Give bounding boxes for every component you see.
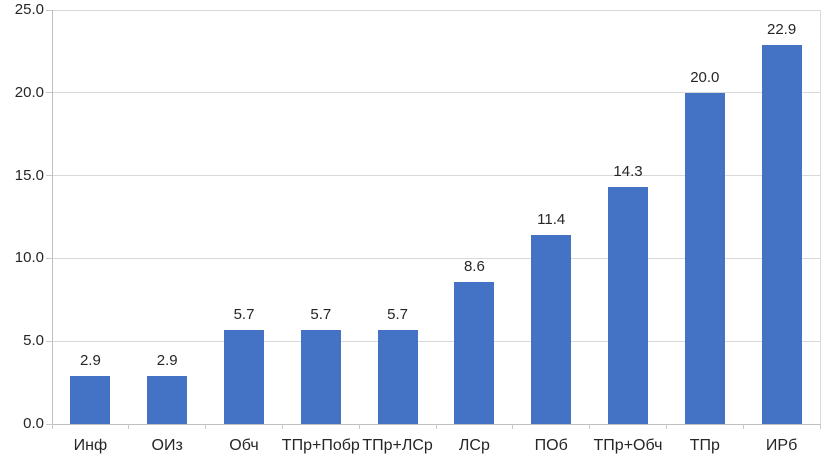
x-axis-tick xyxy=(665,424,667,429)
x-axis-label: ЛСр xyxy=(458,437,490,454)
bar xyxy=(300,330,341,424)
x-axis-label: ОИз xyxy=(151,437,183,454)
x-axis-tick xyxy=(589,424,591,429)
y-axis-label: 15.0 xyxy=(14,166,44,184)
x-axis-tick xyxy=(742,424,744,429)
y-axis-tick xyxy=(46,257,52,259)
bar-value-label: 5.7 xyxy=(387,306,409,323)
bar xyxy=(147,376,188,424)
bar-value-label: 2.9 xyxy=(156,352,178,369)
bar-value-label: 22.9 xyxy=(766,21,797,38)
y-axis-tick xyxy=(46,92,52,94)
y-axis-label: 25.0 xyxy=(14,1,44,18)
x-axis-tick xyxy=(205,424,207,429)
x-axis-tick xyxy=(281,424,283,429)
x-axis-label: ТПр+ЛСр xyxy=(362,437,433,454)
x-axis-label: Обч xyxy=(229,437,259,454)
y-axis-line xyxy=(52,10,53,424)
x-axis-tick xyxy=(435,424,437,429)
x-axis-tick xyxy=(512,424,514,429)
x-axis-label: ТПр xyxy=(689,437,720,454)
bar xyxy=(70,376,111,424)
bar-value-label: 2.9 xyxy=(79,352,101,369)
x-axis-label: ТПр+Обч xyxy=(593,437,663,454)
x-axis-line xyxy=(52,424,821,425)
bar-value-label: 14.3 xyxy=(613,163,643,180)
bar-value-label: 20.0 xyxy=(690,69,720,86)
y-axis-tick xyxy=(46,9,52,11)
y-axis-label: 0.0 xyxy=(23,415,44,432)
bar xyxy=(377,330,418,424)
x-axis-label: ТПр+Побр xyxy=(281,437,360,454)
x-axis-label: Инф xyxy=(73,437,108,454)
bar-value-label: 5.7 xyxy=(233,306,255,323)
x-axis-tick xyxy=(819,424,821,429)
bar xyxy=(684,93,725,424)
x-axis-label: ИРб xyxy=(765,437,798,454)
bar-value-label: 8.6 xyxy=(463,258,485,275)
y-axis-tick xyxy=(46,423,52,425)
x-axis-tick xyxy=(51,424,53,429)
x-axis-tick xyxy=(128,424,130,429)
bar xyxy=(224,330,264,424)
bar xyxy=(761,45,802,424)
bar xyxy=(454,282,495,424)
plot-border-right xyxy=(820,10,821,424)
y-axis-tick xyxy=(46,175,52,177)
bar xyxy=(531,235,572,424)
y-axis-tick xyxy=(46,340,52,342)
bar-value-label: 5.7 xyxy=(310,306,332,323)
y-axis-label: 5.0 xyxy=(23,332,44,350)
x-axis-label: ПОб xyxy=(534,437,568,454)
y-axis-label: 10.0 xyxy=(14,249,44,267)
y-axis-label: 20.0 xyxy=(14,83,44,101)
x-axis-tick xyxy=(358,424,360,429)
bar xyxy=(608,187,648,424)
bar-value-label: 11.4 xyxy=(537,211,566,228)
